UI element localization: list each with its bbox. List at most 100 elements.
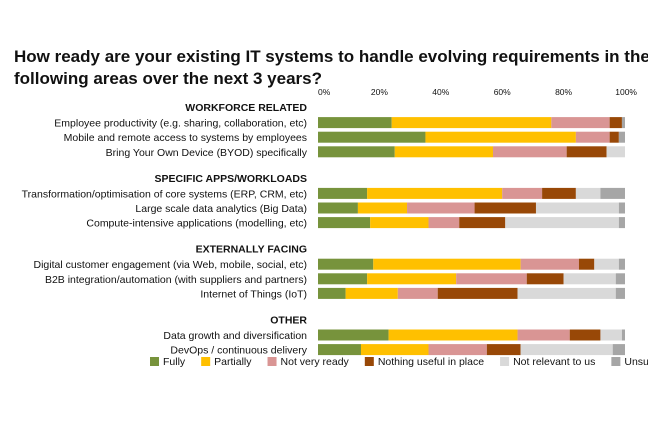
category-label: Mobile and remote access to systems by e… bbox=[64, 132, 307, 144]
bar-segment-nothing-useful-in-place bbox=[566, 146, 607, 158]
category-label: Bring Your Own Device (BYOD) specificall… bbox=[106, 147, 308, 159]
group-header: EXTERNALLY FACING bbox=[196, 244, 307, 256]
legend-swatch bbox=[364, 357, 374, 366]
bar-segment-not-very-ready bbox=[407, 202, 475, 214]
legend-label: Not very ready bbox=[281, 356, 350, 368]
bar-segment-partially bbox=[425, 131, 576, 143]
legend-swatch bbox=[150, 357, 159, 366]
bar-segment-fully bbox=[318, 131, 426, 143]
legend-label: Nothing useful in place bbox=[378, 356, 484, 368]
bar-segment-not-very-ready bbox=[517, 329, 570, 341]
bar-segment-partially bbox=[345, 287, 398, 299]
legend: Fully Partially Not very ready Nothing usef… bbox=[150, 356, 648, 368]
x-axis-ticks: 0% 20% 40% 60% 80% 100% bbox=[318, 87, 637, 97]
bar-segment-partially bbox=[367, 187, 503, 199]
category-label: Digital customer engagement (via Web, mo… bbox=[33, 259, 307, 271]
category-label: DevOps / continuous delivery bbox=[170, 345, 307, 357]
bar-segment-fully bbox=[318, 117, 392, 129]
bar-segment-fully bbox=[318, 202, 358, 214]
x-tick-label: 0% bbox=[318, 87, 331, 97]
category-label: B2B integration/automation (with supplie… bbox=[45, 274, 307, 286]
category-label: Data growth and diversification bbox=[163, 330, 307, 342]
category-label: Large scale data analytics (Big Data) bbox=[135, 203, 307, 215]
bar-segment-fully bbox=[318, 258, 374, 270]
bar-segment-fully bbox=[318, 273, 368, 285]
bar-segment-partially bbox=[357, 202, 408, 214]
x-tick-label: 40% bbox=[432, 87, 449, 97]
bar-segment-not-very-ready bbox=[492, 146, 567, 158]
bar-segment-nothing-useful-in-place bbox=[578, 258, 595, 270]
bar-segment-nothing-useful-in-place bbox=[437, 287, 518, 299]
legend-label: Partially bbox=[214, 356, 252, 368]
x-tick-label: 100% bbox=[615, 87, 637, 97]
bar-segment-unsure bbox=[618, 202, 625, 214]
bar-segment-partially bbox=[373, 258, 521, 270]
legend-swatch bbox=[201, 357, 211, 366]
category-label: Internet of Things (IoT) bbox=[200, 288, 307, 300]
bar-segment-unsure bbox=[612, 344, 625, 356]
bar-segment-partially bbox=[391, 117, 552, 129]
bar-segment-not-relevant-to-us bbox=[535, 202, 619, 214]
bar-segment-fully bbox=[318, 217, 371, 229]
bar-segment-nothing-useful-in-place bbox=[609, 131, 619, 143]
bar-segment-unsure bbox=[615, 287, 625, 299]
bar-segment-unsure bbox=[615, 273, 625, 285]
chart-title-line: How ready are your existing IT systems t… bbox=[14, 47, 648, 66]
bar-segment-not-very-ready bbox=[428, 344, 487, 356]
x-tick-label: 20% bbox=[371, 87, 388, 97]
bar-segment-nothing-useful-in-place bbox=[486, 344, 521, 356]
category-label: Transformation/optimisation of core syst… bbox=[22, 188, 307, 200]
legend-swatch bbox=[267, 357, 277, 366]
legend-label: Not relevant to us bbox=[513, 356, 595, 368]
x-tick-label: 80% bbox=[555, 87, 572, 97]
bar-segment-unsure bbox=[600, 187, 625, 199]
bar-segment-not-very-ready bbox=[397, 287, 438, 299]
bar-segment-partially bbox=[360, 344, 429, 356]
bar-segment-unsure bbox=[618, 131, 625, 143]
bar-segment-partially bbox=[370, 217, 429, 229]
bar-segment-partially bbox=[367, 273, 457, 285]
category-label: Compute-intensive applications (modellin… bbox=[86, 218, 307, 230]
group-header: SPECIFIC APPS/WORKLOADS bbox=[155, 173, 307, 185]
bar-segment-not-relevant-to-us bbox=[563, 273, 616, 285]
bar-segment-unsure bbox=[618, 258, 625, 270]
bar-segment-not-very-ready bbox=[428, 217, 460, 229]
category-labels: WORKFORCE RELATED Employee productivity (… bbox=[22, 102, 308, 357]
bar-segment-not-relevant-to-us bbox=[505, 217, 619, 229]
bar-segment-fully bbox=[318, 329, 389, 341]
bar-segment-unsure bbox=[621, 117, 625, 129]
bar-segment-nothing-useful-in-place bbox=[459, 217, 506, 229]
bar-segment-partially bbox=[394, 146, 493, 158]
group-header: OTHER bbox=[270, 314, 307, 326]
bar-segment-fully bbox=[318, 187, 368, 199]
chart-title: How ready are your existing IT systems t… bbox=[14, 47, 648, 88]
bar-segment-not-relevant-to-us bbox=[520, 344, 613, 356]
bar-segment-unsure bbox=[621, 329, 625, 341]
bar-segment-nothing-useful-in-place bbox=[609, 117, 622, 129]
bar-segment-not-relevant-to-us bbox=[600, 329, 622, 341]
bar-segment-unsure bbox=[618, 217, 625, 229]
bar-segment-fully bbox=[318, 146, 395, 158]
bar-segment-not-relevant-to-us bbox=[575, 187, 601, 199]
bar-segment-fully bbox=[318, 287, 346, 299]
bar-segment-not-very-ready bbox=[502, 187, 543, 199]
bar-segment-not-relevant-to-us bbox=[517, 287, 616, 299]
bar-segment-not-very-ready bbox=[456, 273, 527, 285]
bar-segment-not-relevant-to-us bbox=[606, 146, 625, 158]
bars bbox=[318, 117, 625, 356]
bar-segment-not-very-ready bbox=[575, 131, 610, 143]
bar-segment-fully bbox=[318, 344, 361, 356]
bar-segment-not-relevant-to-us bbox=[594, 258, 619, 270]
legend-label: Fully bbox=[163, 356, 186, 368]
bar-segment-not-very-ready bbox=[551, 117, 610, 129]
chart-title-line: following areas over the next 3 years? bbox=[14, 69, 322, 88]
category-label: Employee productivity (e.g. sharing, col… bbox=[54, 118, 307, 130]
bar-segment-not-very-ready bbox=[520, 258, 579, 270]
legend-swatch bbox=[611, 357, 621, 366]
legend-swatch bbox=[500, 357, 510, 366]
x-tick-label: 60% bbox=[494, 87, 511, 97]
group-header: WORKFORCE RELATED bbox=[185, 102, 307, 114]
bar-segment-nothing-useful-in-place bbox=[542, 187, 576, 199]
bar-segment-nothing-useful-in-place bbox=[569, 329, 601, 341]
